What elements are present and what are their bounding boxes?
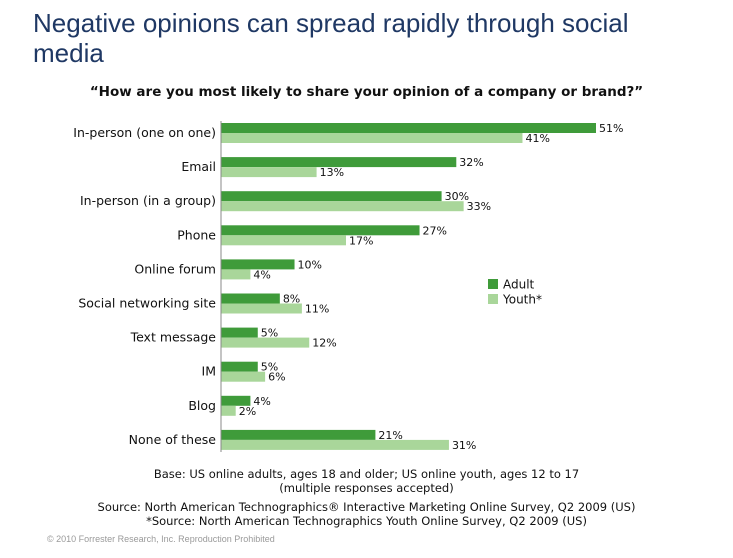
legend-label: Youth*	[502, 293, 542, 307]
category-label: Phone	[177, 227, 216, 242]
category-label: Online forum	[134, 261, 216, 276]
value-label: 8%	[283, 293, 300, 306]
value-label: 21%	[378, 429, 402, 442]
bar-youth	[221, 303, 302, 314]
category-label: Email	[181, 159, 216, 174]
bar-adult	[221, 327, 258, 338]
value-label: 10%	[298, 258, 322, 271]
category-label: Blog	[188, 398, 216, 413]
chart-title: “How are you most likely to share your o…	[89, 84, 644, 100]
source-note-youth: *Source: North American Technographics Y…	[146, 514, 587, 528]
bar-adult	[221, 395, 251, 406]
category-label: IM	[202, 364, 216, 379]
bar-youth	[221, 405, 236, 416]
value-label: 33%	[467, 200, 491, 213]
value-label: 2%	[239, 405, 256, 418]
value-label: 51%	[599, 122, 623, 135]
value-label: 17%	[349, 234, 373, 247]
value-label: 31%	[452, 439, 476, 452]
legend-label: Adult	[503, 278, 535, 292]
legend-swatch	[488, 279, 498, 289]
base-note: Base: US online adults, ages 18 and olde…	[153, 467, 580, 481]
bar-adult	[221, 429, 376, 440]
value-label: 13%	[320, 166, 344, 179]
value-label: 4%	[253, 395, 270, 408]
value-label: 6%	[268, 371, 285, 384]
bar-adult	[221, 361, 258, 372]
bar-youth	[221, 133, 523, 143]
bar-youth	[221, 235, 346, 246]
bar-youth	[221, 371, 266, 382]
value-label: 5%	[261, 327, 278, 340]
slide-title: Negative opinions can spread rapidly thr…	[33, 8, 629, 68]
bar-adult	[221, 191, 442, 202]
bar-adult	[221, 293, 280, 304]
bar-adult	[221, 123, 596, 133]
bar-youth	[221, 337, 310, 348]
category-label: Text message	[130, 330, 217, 345]
category-label: None of these	[129, 432, 217, 447]
value-label: 32%	[459, 156, 483, 169]
source-note-adult: Source: North American Technographics® I…	[97, 500, 636, 514]
legend-swatch	[488, 294, 498, 304]
bar-youth	[221, 201, 464, 212]
category-label: Social networking site	[78, 296, 216, 311]
bar-adult	[221, 259, 295, 270]
bar-youth	[221, 167, 317, 178]
bar-youth	[221, 439, 449, 450]
copyright-note: © 2010 Forrester Research, Inc. Reproduc…	[47, 534, 275, 544]
value-label: 12%	[312, 337, 336, 350]
value-label: 27%	[423, 224, 447, 237]
base-note-responses: (multiple responses accepted)	[279, 481, 454, 495]
bar-youth	[221, 269, 251, 280]
bar-adult	[221, 157, 457, 168]
category-label: In-person (in a group)	[80, 193, 216, 208]
value-label: 30%	[445, 190, 469, 203]
value-label: 4%	[253, 268, 270, 281]
value-label: 11%	[305, 303, 329, 316]
value-label: 5%	[261, 361, 278, 374]
bar-adult	[221, 225, 420, 236]
value-label: 41%	[525, 132, 549, 145]
category-label: In-person (one on one)	[73, 125, 216, 140]
